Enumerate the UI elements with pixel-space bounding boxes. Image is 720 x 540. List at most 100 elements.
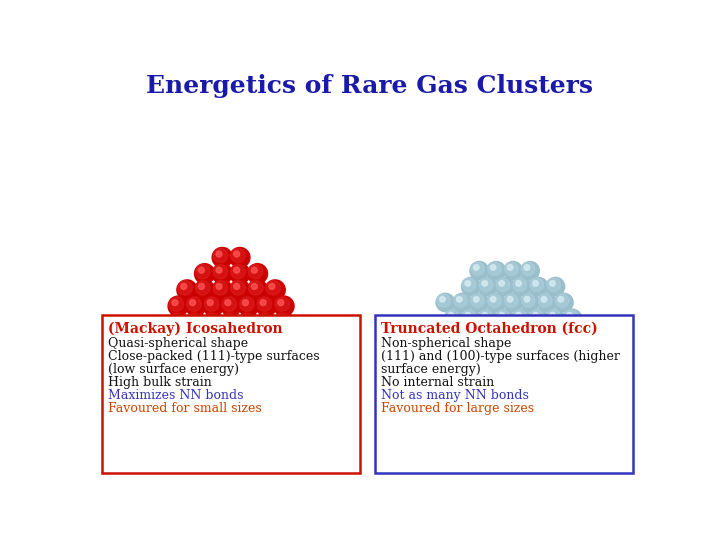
Circle shape bbox=[524, 360, 530, 366]
Circle shape bbox=[216, 251, 222, 257]
Circle shape bbox=[487, 389, 505, 407]
Circle shape bbox=[538, 293, 557, 312]
Circle shape bbox=[504, 325, 523, 343]
Circle shape bbox=[257, 297, 271, 312]
Circle shape bbox=[499, 344, 505, 350]
Circle shape bbox=[533, 376, 539, 382]
Circle shape bbox=[440, 360, 445, 366]
Circle shape bbox=[513, 278, 526, 292]
Circle shape bbox=[522, 262, 535, 275]
Circle shape bbox=[533, 344, 539, 350]
Circle shape bbox=[529, 309, 548, 328]
Circle shape bbox=[436, 325, 455, 343]
Circle shape bbox=[556, 326, 569, 339]
Circle shape bbox=[257, 329, 271, 344]
Circle shape bbox=[462, 342, 476, 355]
Circle shape bbox=[495, 341, 514, 360]
Circle shape bbox=[487, 261, 505, 280]
Circle shape bbox=[490, 392, 496, 397]
Circle shape bbox=[225, 397, 231, 403]
Text: Quasi-spherical shape: Quasi-spherical shape bbox=[108, 336, 248, 349]
Circle shape bbox=[265, 345, 285, 365]
Circle shape bbox=[546, 278, 564, 296]
Circle shape bbox=[240, 313, 254, 328]
Circle shape bbox=[487, 389, 501, 403]
Circle shape bbox=[225, 381, 231, 387]
Circle shape bbox=[539, 326, 552, 339]
Circle shape bbox=[471, 326, 485, 339]
Circle shape bbox=[196, 281, 210, 295]
Circle shape bbox=[243, 381, 248, 387]
Circle shape bbox=[221, 361, 241, 381]
Circle shape bbox=[222, 362, 236, 376]
Circle shape bbox=[516, 376, 521, 382]
Circle shape bbox=[212, 345, 233, 365]
Circle shape bbox=[437, 357, 451, 371]
Circle shape bbox=[529, 373, 548, 391]
Circle shape bbox=[482, 313, 487, 318]
Circle shape bbox=[448, 313, 454, 318]
Circle shape bbox=[487, 325, 505, 343]
Text: surface energy): surface energy) bbox=[382, 363, 481, 376]
Circle shape bbox=[522, 294, 535, 307]
Circle shape bbox=[465, 281, 471, 286]
Circle shape bbox=[480, 374, 492, 387]
Circle shape bbox=[221, 394, 241, 414]
Circle shape bbox=[541, 296, 546, 302]
Circle shape bbox=[186, 362, 201, 376]
Circle shape bbox=[248, 346, 263, 360]
Circle shape bbox=[194, 345, 215, 365]
Circle shape bbox=[529, 278, 548, 296]
Circle shape bbox=[522, 326, 535, 339]
Circle shape bbox=[243, 300, 248, 306]
Text: Close-packed (111)-type surfaces: Close-packed (111)-type surfaces bbox=[108, 350, 320, 363]
Circle shape bbox=[453, 357, 472, 375]
Circle shape bbox=[471, 262, 485, 275]
Circle shape bbox=[225, 316, 231, 322]
Circle shape bbox=[513, 342, 526, 355]
Circle shape bbox=[204, 313, 219, 328]
Circle shape bbox=[499, 376, 505, 382]
Circle shape bbox=[189, 300, 196, 306]
Circle shape bbox=[538, 357, 557, 375]
Circle shape bbox=[256, 312, 276, 332]
Circle shape bbox=[216, 267, 222, 273]
Circle shape bbox=[172, 332, 178, 338]
Circle shape bbox=[513, 310, 526, 323]
Text: Maximizes NN bonds: Maximizes NN bonds bbox=[108, 389, 243, 402]
Circle shape bbox=[508, 360, 513, 366]
Circle shape bbox=[547, 278, 560, 292]
Circle shape bbox=[474, 296, 479, 302]
Circle shape bbox=[448, 344, 454, 350]
Circle shape bbox=[189, 316, 196, 322]
Circle shape bbox=[256, 328, 276, 348]
Circle shape bbox=[260, 364, 266, 370]
Circle shape bbox=[230, 345, 250, 365]
Circle shape bbox=[482, 376, 487, 382]
Circle shape bbox=[207, 364, 213, 370]
Circle shape bbox=[189, 332, 196, 338]
Circle shape bbox=[478, 278, 497, 296]
Circle shape bbox=[471, 294, 485, 307]
Circle shape bbox=[225, 332, 231, 338]
Circle shape bbox=[495, 373, 514, 391]
Circle shape bbox=[194, 264, 215, 284]
Circle shape bbox=[533, 313, 539, 318]
Circle shape bbox=[169, 329, 184, 344]
Circle shape bbox=[512, 373, 531, 391]
Circle shape bbox=[212, 280, 233, 300]
Circle shape bbox=[204, 378, 219, 393]
Circle shape bbox=[181, 284, 186, 289]
Circle shape bbox=[204, 329, 219, 344]
Circle shape bbox=[567, 313, 572, 318]
Circle shape bbox=[238, 328, 258, 348]
Circle shape bbox=[275, 297, 289, 312]
Circle shape bbox=[243, 316, 248, 322]
Circle shape bbox=[470, 389, 489, 407]
Circle shape bbox=[522, 357, 535, 371]
Circle shape bbox=[221, 328, 241, 348]
Circle shape bbox=[269, 284, 275, 289]
Circle shape bbox=[240, 297, 254, 312]
Circle shape bbox=[231, 248, 246, 262]
Text: Non-spherical shape: Non-spherical shape bbox=[382, 336, 512, 349]
